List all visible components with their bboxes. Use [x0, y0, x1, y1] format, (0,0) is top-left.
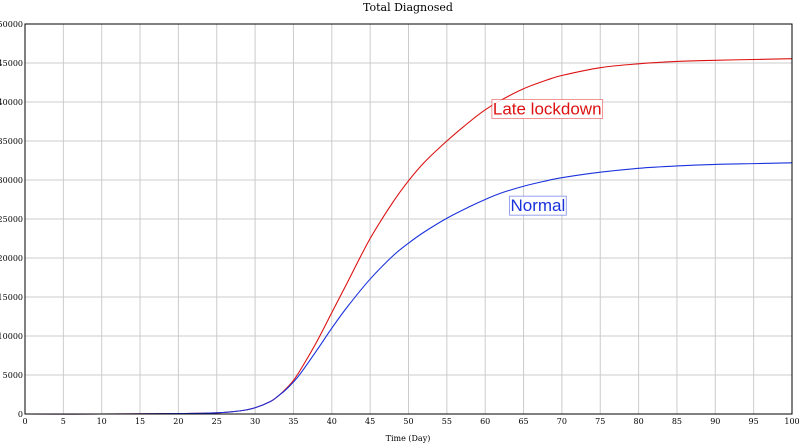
y-tick-label: 20000	[0, 254, 23, 263]
x-tick-label: 10	[97, 417, 107, 426]
x-tick-label: 30	[250, 417, 260, 426]
x-tick-label: 15	[135, 417, 145, 426]
annotation-normal: Normal	[509, 195, 567, 216]
y-tick-label: 25000	[0, 215, 23, 224]
y-tick-label: 40000	[0, 98, 23, 107]
x-tick-label: 50	[403, 417, 413, 426]
annotation-text: Late lockdown	[493, 99, 602, 118]
y-tick-label: 50000	[0, 20, 23, 29]
x-tick-label: 90	[710, 417, 720, 426]
series-line-normal	[24, 162, 793, 415]
x-tick-label: 100	[784, 417, 799, 426]
plot-frame	[24, 23, 793, 415]
series-lines	[24, 58, 793, 415]
x-tick-label: 85	[672, 417, 682, 426]
annotation-late-lockdown: Late lockdown	[491, 98, 604, 119]
x-tick-label: 60	[480, 417, 490, 426]
x-tick-label: 45	[365, 417, 375, 426]
x-tick-label: 65	[518, 417, 528, 426]
x-tick-label: 55	[442, 417, 452, 426]
annotation-box	[491, 98, 604, 119]
y-tick-label: 15000	[0, 293, 23, 302]
y-tick-label: 5000	[3, 371, 23, 380]
x-tick-label: 0	[22, 417, 27, 426]
x-tick-label: 95	[749, 417, 759, 426]
chart-title: Total Diagnosed	[363, 1, 453, 14]
x-tick-label: 5	[61, 417, 66, 426]
x-tick-label: 70	[557, 417, 567, 426]
y-tick-label: 30000	[0, 176, 23, 185]
annotation-box	[509, 195, 567, 216]
x-tick-label: 20	[173, 417, 183, 426]
x-tick-label: 35	[288, 417, 298, 426]
x-axis-label: Time (Day)	[386, 434, 431, 443]
x-tick-label: 75	[595, 417, 605, 426]
y-tick-label: 35000	[0, 137, 23, 146]
grid	[24, 23, 793, 415]
x-tick-label: 25	[212, 417, 222, 426]
x-axis-ticks: 0 5 10 15 20 25 30 35 40 45 50 55 60 65 70 75 80 85 90 95 10…	[22, 417, 799, 426]
y-axis-ticks: 0 5000 10000 15000 20000 25000 30000 35000 40000…	[0, 20, 23, 419]
y-tick-label: 45000	[0, 59, 23, 68]
y-tick-label: 0	[18, 410, 23, 419]
annotation-text: Normal	[511, 196, 566, 215]
series-annotations: Late lockdown Normal	[491, 98, 604, 216]
x-tick-label: 40	[327, 417, 337, 426]
x-tick-label: 80	[634, 417, 644, 426]
y-tick-label: 10000	[0, 332, 23, 341]
